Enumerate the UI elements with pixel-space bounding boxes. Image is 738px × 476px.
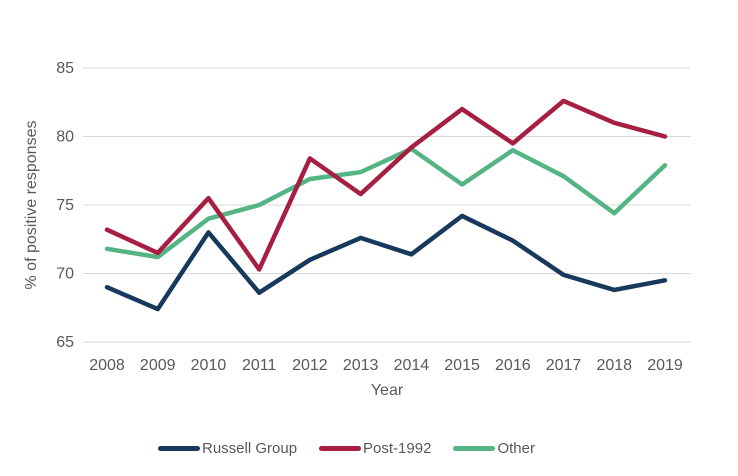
legend-swatch-russell-group: [158, 446, 200, 451]
x-tick-label: 2019: [647, 357, 683, 374]
x-tick-label: 2014: [394, 357, 430, 374]
x-tick-label: 2018: [596, 357, 632, 374]
y-tick-label: 65: [56, 334, 74, 351]
legend-item-other: Other: [453, 440, 535, 457]
x-tick-label: 2016: [495, 357, 531, 374]
legend-label-russell-group: Russell Group: [202, 440, 298, 457]
x-tick-label: 2013: [343, 357, 379, 374]
legend-item-russell-group: Russell Group: [158, 440, 297, 457]
series-line-other: [104, 146, 668, 260]
legend-swatch-post-1992: [319, 446, 362, 451]
x-tick-label: 2009: [140, 357, 176, 374]
x-tick-label: 2017: [546, 357, 582, 374]
x-tick-label: 2012: [292, 357, 328, 374]
x-tick-label: 2008: [89, 357, 125, 374]
y-tick-label: 75: [56, 197, 74, 214]
y-tick-label: 70: [56, 266, 74, 283]
legend-swatch-other: [453, 446, 496, 451]
x-axis-title: Year: [370, 382, 404, 399]
y-tick-label: 80: [56, 129, 74, 146]
legend-label-other: Other: [497, 440, 535, 457]
x-tick-label: 2015: [444, 357, 480, 374]
series-line-russell-group: [104, 213, 668, 312]
series-line-post-1992: [104, 98, 668, 272]
y-tick-label: 85: [56, 60, 74, 77]
legend-item-post-1992: Post-1992: [319, 440, 431, 457]
legend-label-post-1992: Post-1992: [363, 440, 432, 457]
x-tick-label: 2011: [242, 357, 277, 374]
y-axis-title: % of positive responses: [23, 120, 40, 290]
x-tick-label: 2010: [191, 357, 227, 374]
legend: Russell Group Post-1992 Other: [158, 440, 535, 457]
